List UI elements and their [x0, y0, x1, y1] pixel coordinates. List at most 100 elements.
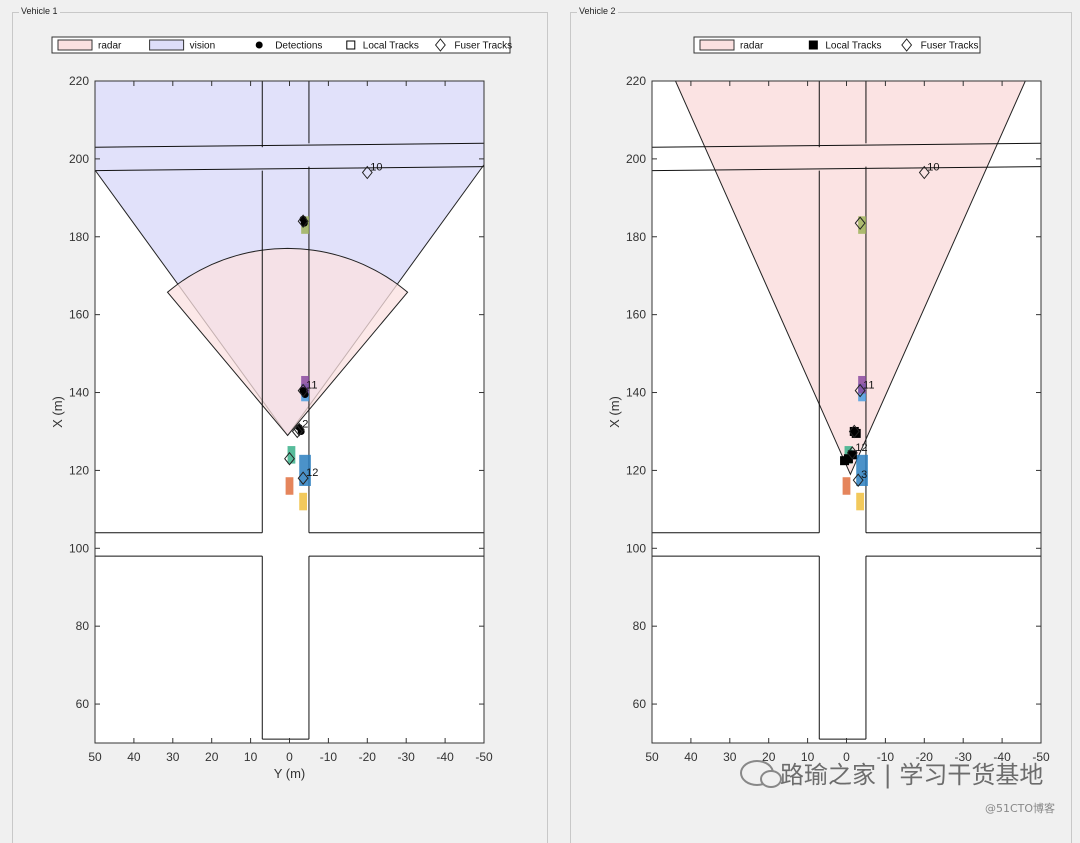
x-tick-label: -30: [955, 750, 973, 764]
panel-title: Vehicle 1: [19, 6, 60, 16]
fuser-track-marker: [852, 473, 864, 487]
detection-point: [300, 219, 308, 227]
coverage-radar: [674, 81, 1026, 476]
legend-entry: vision: [190, 41, 216, 52]
x-tick-label: 20: [762, 750, 776, 764]
track-label: 10: [370, 162, 382, 174]
watermark-text: 路瑜之家 | 学习干货基地: [780, 761, 1044, 789]
x-tick-label: 40: [684, 750, 698, 764]
x-tick-label: -50: [475, 750, 493, 764]
fuser-track-marker: [297, 383, 309, 398]
local-track-marker: [851, 428, 861, 438]
legend-entry: Detections: [275, 41, 322, 52]
vehicle: [301, 375, 309, 394]
legend-swatch-radar: [699, 39, 735, 51]
watermark-sub: @51CTO博客: [985, 802, 1056, 815]
legend-marker-detections: [255, 41, 263, 49]
y-axis-label: X (m): [50, 396, 65, 428]
vehicle: [856, 454, 868, 486]
legend-entry: Fuser Tracks: [454, 41, 512, 52]
legend-entry: Local Tracks: [825, 41, 881, 52]
y-axis-label: X (m): [607, 396, 622, 428]
y-tick-label: 60: [76, 697, 90, 711]
y-tick-label: 80: [76, 619, 90, 633]
legend-entry: Local Tracks: [363, 41, 419, 52]
fuser-track-marker: [361, 165, 373, 180]
plot-area: 10 11 12 3: [652, 81, 1041, 740]
legend-entry: radar: [740, 41, 764, 52]
fuser-track-marker: [297, 214, 309, 228]
vehicle: [299, 454, 311, 486]
y-tick-label: 140: [626, 386, 646, 400]
wechat-icon: [740, 759, 782, 788]
x-tick-label: 30: [166, 750, 180, 764]
vehicle: [285, 477, 294, 495]
y-tick-label: 160: [626, 308, 646, 322]
vehicle-2-panel: Vehicle 2: [570, 6, 1072, 843]
watermark: 路瑜之家 | 学习干货基地: [740, 755, 1043, 790]
panel-title: Vehicle 2: [577, 6, 618, 16]
vehicle: [858, 216, 866, 234]
x-tick-label: 20: [205, 750, 219, 764]
road-edge: [652, 142, 1041, 148]
vehicle: [299, 492, 308, 511]
road-edge: [95, 142, 484, 148]
x-tick-label: -20: [359, 750, 377, 764]
fuser-track-marker: [291, 424, 303, 439]
coverage-radar: [166, 247, 409, 437]
vehicle: [842, 477, 851, 495]
y-tick-label: 80: [633, 619, 647, 633]
y-tick-label: 180: [69, 230, 89, 244]
y-tick-label: 60: [633, 697, 647, 711]
road-edge: [95, 166, 484, 172]
local-track-marker: [840, 456, 850, 466]
track-label: 10: [927, 162, 939, 174]
vehicle: [856, 492, 865, 511]
fuser-track-marker: [297, 471, 309, 486]
vehicle-1-panel: Vehicle 1: [12, 6, 548, 843]
y-tick-label: 220: [626, 74, 646, 88]
y-tick-label: 180: [626, 230, 646, 244]
fuser-track-marker: [918, 165, 930, 180]
x-tick-label: 50: [88, 750, 102, 764]
y-tick-label: 100: [626, 541, 646, 555]
x-tick-label: -40: [993, 750, 1011, 764]
x-tick-label: -10: [320, 750, 338, 764]
legend-entry: Fuser Tracks: [921, 41, 979, 52]
x-tick-label: -40: [436, 750, 454, 764]
legend-entry: radar: [98, 41, 122, 52]
track-label: 3: [861, 469, 867, 481]
x-tick-label: -20: [916, 750, 934, 764]
road-edge: [652, 166, 1041, 172]
vehicle: [858, 375, 866, 394]
fuser-track-marker: [284, 451, 295, 466]
fuser-track-marker: [854, 216, 866, 230]
x-tick-label: 10: [801, 750, 815, 764]
track-label: 12: [306, 467, 318, 479]
y-tick-label: 160: [69, 308, 89, 322]
y-tick-label: 120: [69, 463, 89, 477]
plot-area: 10 11 2 12: [95, 81, 484, 740]
y-tick-label: 220: [69, 74, 89, 88]
x-tick-label: -30: [398, 750, 416, 764]
y-tick-label: 100: [69, 541, 89, 555]
y-tick-label: 140: [69, 386, 89, 400]
x-axis-label: Y (m): [274, 766, 306, 781]
track-label: 11: [863, 380, 874, 392]
fuser-track-marker: [854, 383, 866, 398]
legend-marker-local-tracks: [346, 40, 356, 50]
x-tick-label: 0: [843, 750, 850, 764]
x-tick-label: -10: [877, 750, 895, 764]
x-tick-label: 40: [127, 750, 141, 764]
track-label: 12: [855, 442, 867, 454]
x-tick-label: 0: [286, 750, 293, 764]
legend-swatch-radar: [57, 39, 93, 51]
legend-marker-fuser-tracks: [434, 38, 446, 52]
x-tick-label: 30: [723, 750, 737, 764]
y-tick-label: 120: [626, 463, 646, 477]
track-label: 11: [306, 380, 317, 392]
legend-marker-local-tracks: [808, 40, 818, 50]
x-tick-label: 50: [645, 750, 659, 764]
legend-marker-fuser-tracks: [901, 38, 913, 52]
